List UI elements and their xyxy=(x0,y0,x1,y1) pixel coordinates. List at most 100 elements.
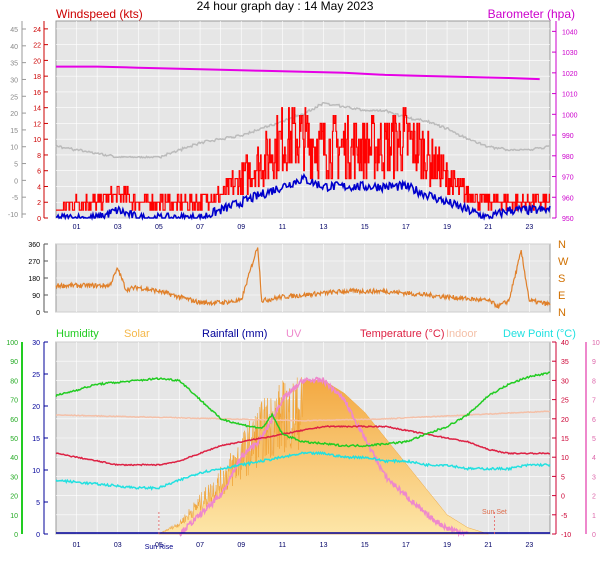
tick-label: 990 xyxy=(562,133,574,140)
legend-item: Dew Point (°C) xyxy=(503,328,576,340)
tick-label: 03 xyxy=(114,542,122,549)
tick-label: -5 xyxy=(12,195,18,202)
compass-label: N xyxy=(558,239,566,251)
legend-item: Humidity xyxy=(56,328,99,340)
tick-label: 19 xyxy=(443,224,451,231)
tick-label: 05 xyxy=(155,224,163,231)
tick-label: 6 xyxy=(37,169,41,176)
tick-label: 40 xyxy=(10,44,18,51)
tick-label: 15 xyxy=(361,224,369,231)
tick-label: 5 xyxy=(14,162,18,169)
tick-label: -10 xyxy=(561,532,571,539)
tick-label: 45 xyxy=(10,27,18,34)
tick-label: 05 xyxy=(155,542,163,549)
tick-label: -5 xyxy=(561,513,567,520)
chart-title: 24 hour graph day : 14 May 2023 xyxy=(197,0,374,13)
legend-item: Indoor xyxy=(446,328,478,340)
compass-label: W xyxy=(558,256,569,268)
series-grey-line xyxy=(55,101,551,159)
tick-label: 13 xyxy=(320,542,328,549)
tick-label: 40 xyxy=(10,455,18,462)
tick-label: 25 xyxy=(561,398,569,405)
tick-label: 25 xyxy=(32,372,40,379)
tick-label: 1000 xyxy=(562,112,578,119)
tick-label: 24 xyxy=(33,27,41,34)
tick-label: 35 xyxy=(561,359,569,366)
tick-label: 10 xyxy=(32,468,40,475)
tick-label: 09 xyxy=(237,224,245,231)
tick-label: 960 xyxy=(562,195,574,202)
tick-label: 1040 xyxy=(562,29,578,36)
wind-panel: 454035302520151050-5-1024222018161412108… xyxy=(8,20,578,231)
barometer-label: Barometer (hpa) xyxy=(488,7,575,21)
tick-label: 10 xyxy=(561,455,569,462)
compass-label: E xyxy=(558,290,565,302)
tick-label: 30 xyxy=(32,340,40,347)
tick-label: 30 xyxy=(561,378,569,385)
tick-label: 970 xyxy=(562,175,574,182)
tick-label: 1020 xyxy=(562,71,578,78)
tick-label: 13 xyxy=(320,224,328,231)
tick-label: 10 xyxy=(10,145,18,152)
tick-label: 180 xyxy=(28,276,40,283)
series-wind-direction xyxy=(55,247,551,309)
tick-label: 90 xyxy=(10,359,18,366)
tick-label: 60 xyxy=(10,417,18,424)
tick-label: 10 xyxy=(10,513,18,520)
tick-label: 15 xyxy=(32,436,40,443)
tick-label: 10 xyxy=(592,340,600,347)
tick-label: 270 xyxy=(28,259,40,266)
tick-label: 100 xyxy=(6,340,18,347)
tick-label: 90 xyxy=(32,293,40,300)
tick-label: 17 xyxy=(402,542,410,549)
tick-label: 80 xyxy=(10,378,18,385)
tick-label: 07 xyxy=(196,542,204,549)
tick-label: 1 xyxy=(592,513,596,520)
series-temperature xyxy=(55,425,550,467)
tick-label: 2 xyxy=(37,200,41,207)
compass-label: N xyxy=(558,307,566,319)
tick-label: 15 xyxy=(10,128,18,135)
tick-label: 18 xyxy=(33,74,41,81)
tick-label: 21 xyxy=(484,224,492,231)
tick-label: 0 xyxy=(14,178,18,185)
tick-label: 4 xyxy=(592,455,596,462)
tick-label: 09 xyxy=(237,542,245,549)
tick-label: 20 xyxy=(32,404,40,411)
tick-label: 5 xyxy=(592,436,596,443)
tick-label: 12 xyxy=(33,121,41,128)
legend-item: Solar xyxy=(124,328,150,340)
tick-label: 6 xyxy=(592,417,596,424)
tick-label: 01 xyxy=(73,224,81,231)
compass-label: S xyxy=(558,273,565,285)
tick-label: 15 xyxy=(361,542,369,549)
tick-label: 5 xyxy=(561,474,565,481)
tick-label: 22 xyxy=(33,43,41,50)
series-wind-avg xyxy=(55,172,551,221)
series-wind-gust xyxy=(56,107,550,211)
tick-label: 15 xyxy=(561,436,569,443)
tick-label: 0 xyxy=(14,532,18,539)
tick-label: 1030 xyxy=(562,50,578,57)
tick-label: 980 xyxy=(562,154,574,161)
tick-label: 25 xyxy=(10,94,18,101)
tick-label: 14 xyxy=(33,106,41,113)
tick-label: 11 xyxy=(279,542,286,549)
sun-marker-label: Sun Set xyxy=(482,509,507,516)
tick-label: -10 xyxy=(8,212,18,219)
tick-label: 1010 xyxy=(562,92,578,99)
tick-label: 10 xyxy=(33,137,41,144)
tick-label: 19 xyxy=(443,542,451,549)
tick-label: 20 xyxy=(33,58,41,65)
tick-label: 23 xyxy=(526,542,534,549)
tick-label: 17 xyxy=(402,224,410,231)
tick-label: 35 xyxy=(10,61,18,68)
tick-label: 21 xyxy=(484,542,492,549)
tick-label: 70 xyxy=(10,398,18,405)
legend-item: Temperature (°C) xyxy=(360,328,444,340)
tick-label: 20 xyxy=(561,417,569,424)
tick-label: 0 xyxy=(36,310,40,317)
tick-label: 16 xyxy=(33,90,41,97)
